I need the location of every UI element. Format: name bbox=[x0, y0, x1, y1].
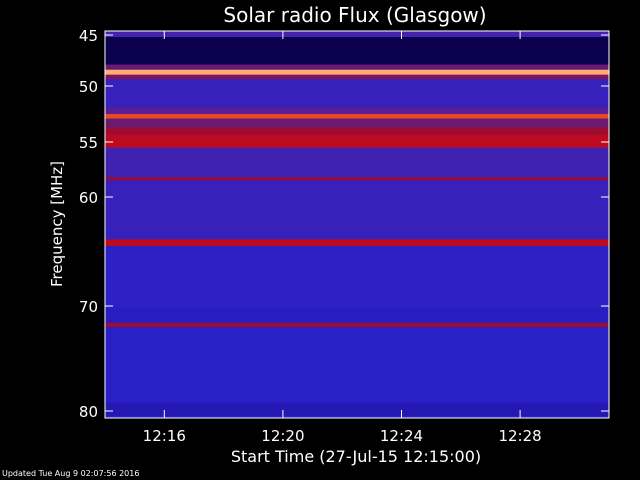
frequency-band bbox=[105, 127, 609, 135]
y-tick-label: 80 bbox=[79, 403, 98, 421]
frequency-band bbox=[105, 327, 609, 403]
chart-title: Solar radio Flux (Glasgow) bbox=[223, 3, 486, 27]
frequency-band bbox=[105, 37, 609, 65]
frequency-band bbox=[105, 78, 609, 108]
y-tick-label: 55 bbox=[79, 134, 98, 152]
frequency-band bbox=[105, 239, 609, 246]
frequency-band bbox=[105, 180, 609, 240]
frequency-bands bbox=[105, 31, 609, 418]
frequency-band bbox=[105, 118, 609, 128]
updated-timestamp: Updated Tue Aug 9 02:07:56 2016 bbox=[2, 469, 140, 478]
frequency-band bbox=[105, 69, 609, 75]
frequency-band bbox=[105, 107, 609, 114]
frequency-band bbox=[105, 177, 609, 181]
y-axis-label: Frequency [MHz] bbox=[48, 161, 66, 287]
y-tick-label: 50 bbox=[79, 78, 98, 96]
frequency-band bbox=[105, 64, 609, 70]
y-tick-label: 70 bbox=[79, 298, 98, 316]
frequency-band bbox=[105, 114, 609, 119]
y-tick-label: 45 bbox=[79, 27, 98, 45]
frequency-band bbox=[105, 74, 609, 79]
frequency-band bbox=[105, 322, 609, 327]
x-tick-label: 12:24 bbox=[380, 427, 423, 445]
frequency-band bbox=[105, 246, 609, 309]
x-tick-label: 12:16 bbox=[143, 427, 186, 445]
axes: 45 50 55 60 70 80 12:16 12:20 12:24 12:28 bbox=[79, 27, 610, 445]
plot-frame bbox=[104, 30, 610, 419]
frequency-band bbox=[105, 147, 609, 178]
frequency-band bbox=[105, 31, 609, 38]
frequency-band bbox=[105, 134, 609, 148]
frequency-band bbox=[105, 308, 609, 323]
y-tick-label: 60 bbox=[79, 189, 98, 207]
frequency-band bbox=[105, 402, 609, 417]
x-axis-label: Start Time (27-Jul-15 12:15:00) bbox=[231, 447, 481, 466]
x-tick-label: 12:20 bbox=[261, 427, 304, 445]
x-tick-label: 12:28 bbox=[498, 427, 541, 445]
